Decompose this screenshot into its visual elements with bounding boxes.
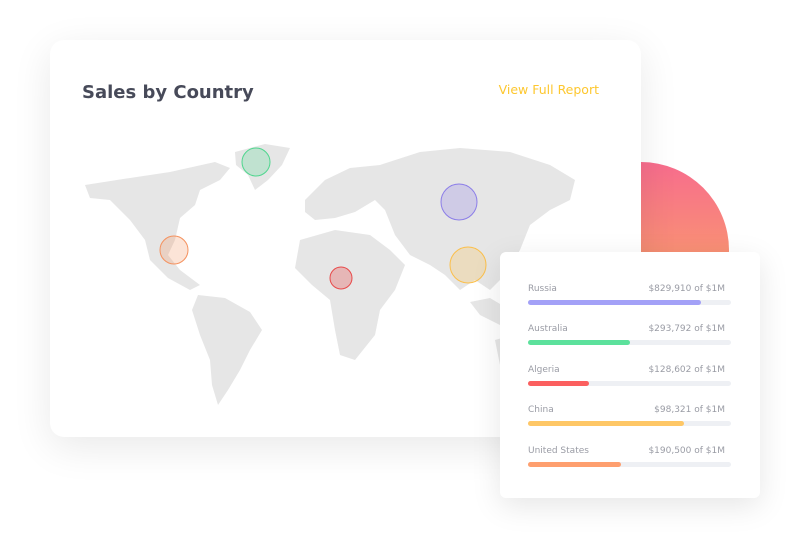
europe bbox=[305, 165, 390, 220]
country-label: China bbox=[528, 405, 554, 415]
sales-value: $293,792 of $1M bbox=[648, 324, 725, 334]
north-america bbox=[85, 162, 230, 290]
bubble-algeria[interactable] bbox=[329, 266, 353, 290]
progress-track bbox=[528, 421, 731, 426]
progress-fill bbox=[528, 462, 622, 467]
greenland bbox=[235, 144, 290, 190]
country-label: Russia bbox=[528, 284, 557, 294]
progress-track bbox=[528, 462, 731, 467]
bubble-china[interactable] bbox=[449, 246, 487, 284]
progress-track bbox=[528, 300, 731, 305]
country-label: Algeria bbox=[528, 365, 560, 375]
progress-fill bbox=[528, 421, 685, 426]
sales-value: $98,321 of $1M bbox=[654, 405, 725, 415]
progress-fill bbox=[528, 300, 701, 305]
bubble-russia[interactable] bbox=[440, 183, 478, 221]
sales-value: $128,602 of $1M bbox=[648, 365, 725, 375]
card-title: Sales by Country bbox=[82, 82, 254, 103]
bubble-united-states[interactable] bbox=[159, 235, 189, 265]
sales-value: $829,910 of $1M bbox=[648, 284, 725, 294]
sales-by-country-card: Sales by Country View Full Report bbox=[50, 40, 641, 437]
sales-value: $190,500 of $1M bbox=[648, 446, 725, 456]
country-label: Australia bbox=[528, 324, 568, 334]
asia bbox=[375, 148, 575, 290]
sales-list-panel: Russia $829,910 of $1M Australia $293,79… bbox=[500, 252, 760, 498]
progress-fill bbox=[528, 340, 630, 345]
bubble-greenland[interactable] bbox=[241, 147, 271, 177]
south-america bbox=[192, 295, 262, 405]
country-label: United States bbox=[528, 446, 589, 456]
progress-fill bbox=[528, 381, 589, 386]
progress-track bbox=[528, 381, 731, 386]
progress-track bbox=[528, 340, 731, 345]
africa bbox=[295, 230, 405, 360]
view-full-report-link[interactable]: View Full Report bbox=[498, 82, 599, 97]
